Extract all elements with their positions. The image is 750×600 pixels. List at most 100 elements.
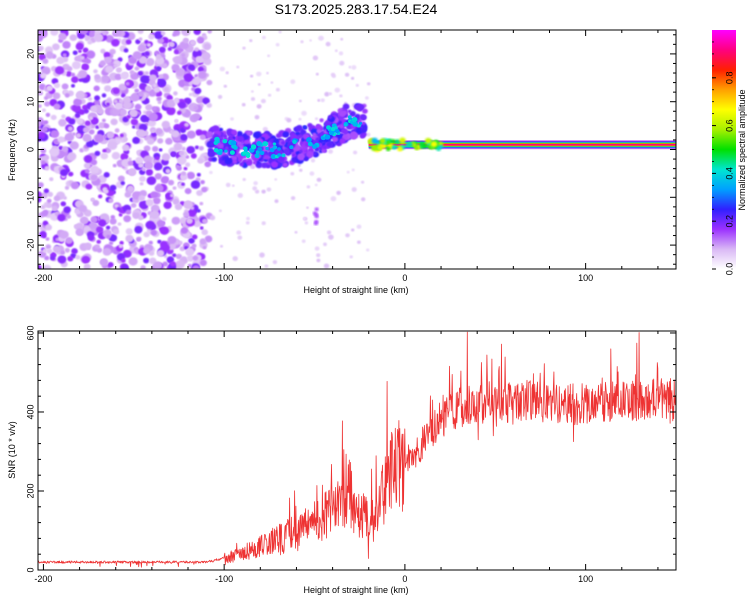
- noise-blob: [121, 265, 130, 269]
- noise-blob: [134, 103, 142, 110]
- noise-blob: [176, 110, 182, 116]
- spectrogram-y-tick-label: 10: [25, 97, 35, 107]
- noise-blob: [261, 189, 266, 194]
- noise-blob: [148, 79, 156, 86]
- noise-blob: [154, 87, 161, 93]
- noise-blob: [155, 156, 160, 160]
- signal-peak: [242, 151, 247, 155]
- colorbar-tick-label: 0.8: [724, 72, 734, 85]
- noise-blob: [200, 180, 205, 185]
- signal-peak: [324, 134, 331, 140]
- noise-blob: [297, 164, 301, 167]
- noise-blob: [130, 93, 140, 102]
- noise-blob: [75, 254, 81, 260]
- noise-blob: [81, 63, 89, 71]
- noise-blob: [201, 186, 208, 193]
- noise-blob: [330, 72, 336, 77]
- snr-x-tick-label: 0: [402, 574, 407, 584]
- signal-peak: [256, 141, 262, 147]
- noise-blob: [207, 30, 212, 34]
- noise-blob: [137, 44, 147, 53]
- noise-blob: [166, 99, 176, 108]
- noise-blob: [156, 219, 166, 228]
- noise-blob: [85, 183, 93, 190]
- noise-blob: [196, 190, 203, 196]
- noise-blob: [147, 119, 157, 127]
- noise-blob: [274, 199, 279, 204]
- signal-peak: [259, 150, 265, 156]
- signal-blob: [315, 137, 320, 141]
- noise-blob: [158, 148, 163, 152]
- noise-blob: [128, 168, 137, 176]
- noise-blob: [104, 85, 112, 92]
- noise-blob: [183, 200, 193, 210]
- noise-blob: [103, 189, 109, 194]
- noise-blob: [254, 115, 260, 120]
- noise-blob: [267, 93, 272, 97]
- signal-peak: [270, 153, 277, 160]
- noise-blob: [157, 138, 164, 144]
- noise-blob: [89, 222, 97, 229]
- noise-blob: [171, 130, 180, 138]
- noise-blob: [275, 43, 280, 47]
- noise-blob: [242, 178, 246, 181]
- noise-blob: [181, 171, 187, 176]
- noise-blob: [156, 96, 162, 102]
- noise-blob: [130, 118, 139, 126]
- snr-y-label: SNR (10 * v/v): [7, 421, 17, 479]
- noise-blob: [203, 43, 211, 50]
- noise-blob: [209, 215, 216, 221]
- noise-blob: [98, 122, 106, 129]
- noise-blob: [259, 252, 265, 258]
- noise-blob: [154, 173, 162, 180]
- noise-blob: [193, 216, 199, 222]
- noise-blob: [301, 239, 306, 243]
- noise-blob: [197, 158, 204, 164]
- noise-blob: [92, 199, 100, 207]
- noise-blob: [41, 66, 51, 75]
- noise-blob: [70, 181, 80, 190]
- noise-blob: [113, 64, 118, 68]
- narrowband-blob: [397, 146, 403, 152]
- noise-blob: [249, 39, 253, 43]
- noise-blob: [50, 30, 59, 36]
- noise-blob: [71, 76, 79, 83]
- noise-blob: [82, 127, 90, 133]
- noise-blob: [109, 218, 117, 225]
- noise-blob: [260, 98, 266, 104]
- noise-blob: [246, 216, 250, 221]
- noise-blob: [137, 71, 144, 76]
- noise-blob: [79, 216, 89, 225]
- signal-blob: [327, 115, 333, 119]
- noise-blob: [181, 53, 186, 57]
- noise-blob: [366, 248, 370, 252]
- noise-blob: [102, 118, 106, 123]
- noise-blob: [219, 66, 225, 72]
- noise-blob: [158, 74, 164, 80]
- noise-blob: [100, 48, 106, 54]
- signal-blob: [263, 154, 269, 160]
- noise-blob: [162, 261, 168, 267]
- signal-blob: [224, 157, 233, 165]
- narrowband-blob: [421, 143, 428, 149]
- noise-blob: [71, 61, 81, 70]
- noise-blob: [204, 161, 211, 168]
- noise-blob: [158, 46, 166, 53]
- signal-peak: [358, 121, 363, 125]
- noise-blob: [97, 219, 107, 227]
- noise-blob: [306, 185, 311, 189]
- noise-blob: [64, 93, 70, 98]
- noise-blob: [195, 96, 204, 104]
- noise-blob: [69, 141, 79, 150]
- noise-blob: [67, 126, 73, 132]
- noise-blob: [357, 240, 361, 244]
- signal-peak: [217, 150, 223, 156]
- noise-blob: [66, 152, 77, 161]
- noise-blob: [192, 265, 200, 269]
- narrowband-blob: [412, 143, 417, 148]
- signal-blob: [246, 160, 253, 166]
- noise-blob: [192, 219, 202, 228]
- noise-blob: [159, 240, 168, 248]
- noise-blob: [318, 35, 324, 41]
